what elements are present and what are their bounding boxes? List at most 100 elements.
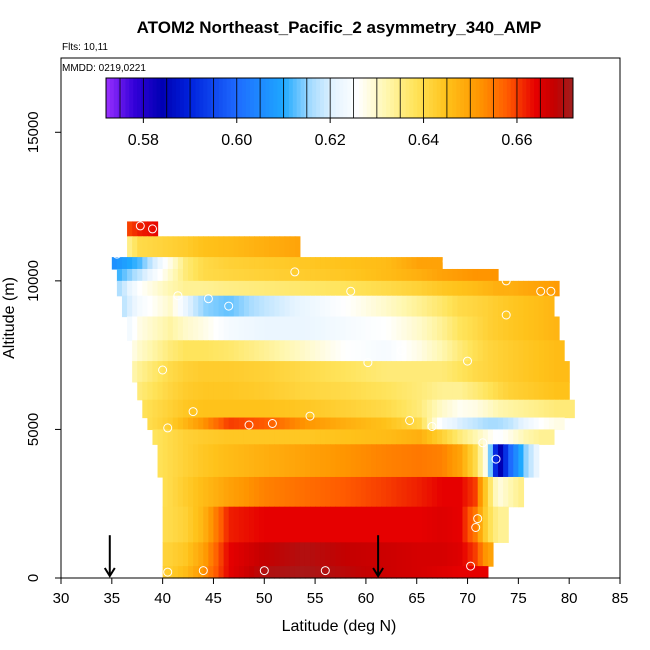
flight-marker (163, 423, 173, 433)
colorbar-segment (460, 78, 465, 118)
heatmap-cell (396, 381, 403, 401)
heatmap-cell (472, 506, 479, 543)
heatmap-cell (203, 399, 209, 419)
heatmap-cell (188, 295, 194, 318)
heatmap-cell (289, 417, 296, 431)
heatmap-cell (350, 295, 357, 318)
heatmap-cell (396, 399, 403, 419)
heatmap-cell (462, 417, 469, 431)
heatmap-cell (340, 399, 347, 419)
heatmap-cell (233, 566, 240, 579)
heatmap-cell (264, 542, 270, 567)
heatmap-cell (477, 542, 484, 567)
heatmap-cell (416, 444, 423, 478)
heatmap-cell (503, 476, 509, 508)
heatmap-cell (177, 506, 184, 543)
colorbar-segment (510, 78, 516, 118)
heatmap-cell (259, 316, 265, 341)
colorbar-segment (448, 78, 453, 118)
heatmap-cell (396, 476, 403, 508)
heatmap-cell (360, 399, 367, 419)
colorbar-segment (191, 78, 197, 118)
heatmap-cell (274, 506, 281, 543)
heatmap-cell (198, 295, 204, 318)
heatmap-cell (233, 295, 240, 318)
heatmap-cell (254, 268, 260, 282)
heatmap-cell (279, 295, 286, 318)
heatmap-cell (304, 444, 311, 478)
heatmap-cell (310, 295, 316, 318)
heatmap-cell (243, 340, 250, 362)
heatmap-cell (243, 444, 250, 478)
heatmap-cell (233, 236, 240, 258)
heatmap-cell (208, 381, 215, 401)
heatmap-cell (167, 316, 174, 341)
heatmap-cell (426, 316, 433, 341)
heatmap-cell (467, 399, 474, 419)
heatmap-cell (249, 542, 255, 567)
heatmap-cell (299, 444, 306, 478)
heatmap-cell (299, 257, 306, 270)
heatmap-cell (370, 429, 377, 445)
heatmap-cell (487, 340, 494, 362)
heatmap-cell (431, 340, 438, 362)
heatmap-cell (188, 566, 194, 579)
heatmap-cell (370, 280, 377, 297)
heatmap-cell (376, 295, 382, 318)
heatmap-cell (274, 236, 281, 258)
heatmap-cell (274, 476, 281, 508)
flight-markers (112, 221, 556, 577)
heatmap-cell (350, 340, 357, 362)
heatmap-cell (538, 280, 545, 297)
heatmap-cell (477, 280, 484, 297)
colorbar-segment (518, 78, 523, 118)
heatmap-cell (411, 566, 418, 579)
heatmap-cell (548, 381, 555, 401)
heatmap-cell (386, 295, 392, 318)
heatmap-cell (482, 340, 489, 362)
colorbar-segment (277, 78, 282, 118)
heatmap-cell (208, 280, 215, 297)
heatmap-cell (238, 506, 245, 543)
heatmap-cell (269, 236, 276, 258)
heatmap-cell (523, 340, 530, 362)
heatmap-cell (233, 340, 240, 362)
heatmap-cell (127, 257, 133, 270)
heatmap-cell (289, 429, 296, 445)
heatmap-cell (365, 429, 372, 445)
heatmap-cell (177, 316, 184, 341)
heatmap-cell (431, 295, 438, 318)
heatmap-cell (162, 417, 169, 431)
heatmap-cell (381, 280, 387, 297)
heatmap-cell (315, 417, 321, 431)
colorbar-segment (432, 78, 438, 118)
heatmap-cell (264, 476, 270, 508)
flight-marker (536, 286, 546, 296)
colorbar-segment (137, 78, 142, 118)
heatmap-cell (462, 476, 469, 508)
heatmap-cell (340, 444, 347, 478)
heatmap-cell (264, 236, 270, 258)
heatmap-cell (223, 381, 230, 401)
colorbar-segment (148, 78, 154, 118)
heatmap-cell (406, 429, 413, 445)
colorbar-segment (160, 78, 165, 118)
colorbar-segment (226, 78, 232, 118)
heatmap-cell (452, 280, 458, 297)
heatmap-cell (279, 340, 286, 362)
heatmap-cell (508, 361, 514, 383)
heatmap-cell (426, 417, 433, 431)
heatmap-cell (426, 295, 433, 318)
heatmap-cell (477, 340, 484, 362)
heatmap-cell (198, 417, 204, 431)
heatmap-cell (518, 280, 525, 297)
heatmap-cell (416, 417, 423, 431)
heatmap-cell (518, 340, 525, 362)
heatmap-cell (492, 399, 499, 419)
heatmap-cell (472, 542, 479, 567)
heatmap-cell (467, 361, 474, 383)
heatmap-cell (487, 444, 494, 478)
heatmap-cell (193, 295, 199, 318)
heatmap-cell (492, 280, 499, 297)
